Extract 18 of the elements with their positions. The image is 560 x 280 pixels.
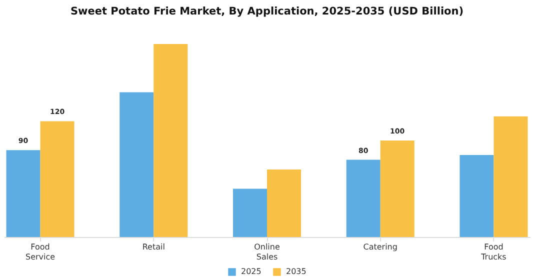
bar [346, 160, 380, 237]
bar [232, 188, 267, 237]
bar [460, 154, 494, 237]
bar [40, 121, 74, 237]
x-tick-label: Online Sales [254, 242, 280, 262]
x-tick-label: Food Service [25, 242, 56, 262]
bar [154, 44, 188, 237]
bar [120, 92, 154, 237]
bar [267, 169, 302, 237]
legend-label: 2025 [241, 267, 262, 276]
bar [380, 140, 414, 237]
x-tick-label: Retail [142, 242, 165, 252]
bar [6, 150, 40, 237]
bar [494, 116, 528, 237]
x-tick-label: Food Trucks [480, 242, 506, 262]
chart-title: Sweet Potato Frie Market, By Application, 2025-2035 (USD Billion) [70, 6, 464, 18]
legend-label: 2035 [286, 267, 306, 276]
x-tick-label: Catering [363, 242, 398, 252]
